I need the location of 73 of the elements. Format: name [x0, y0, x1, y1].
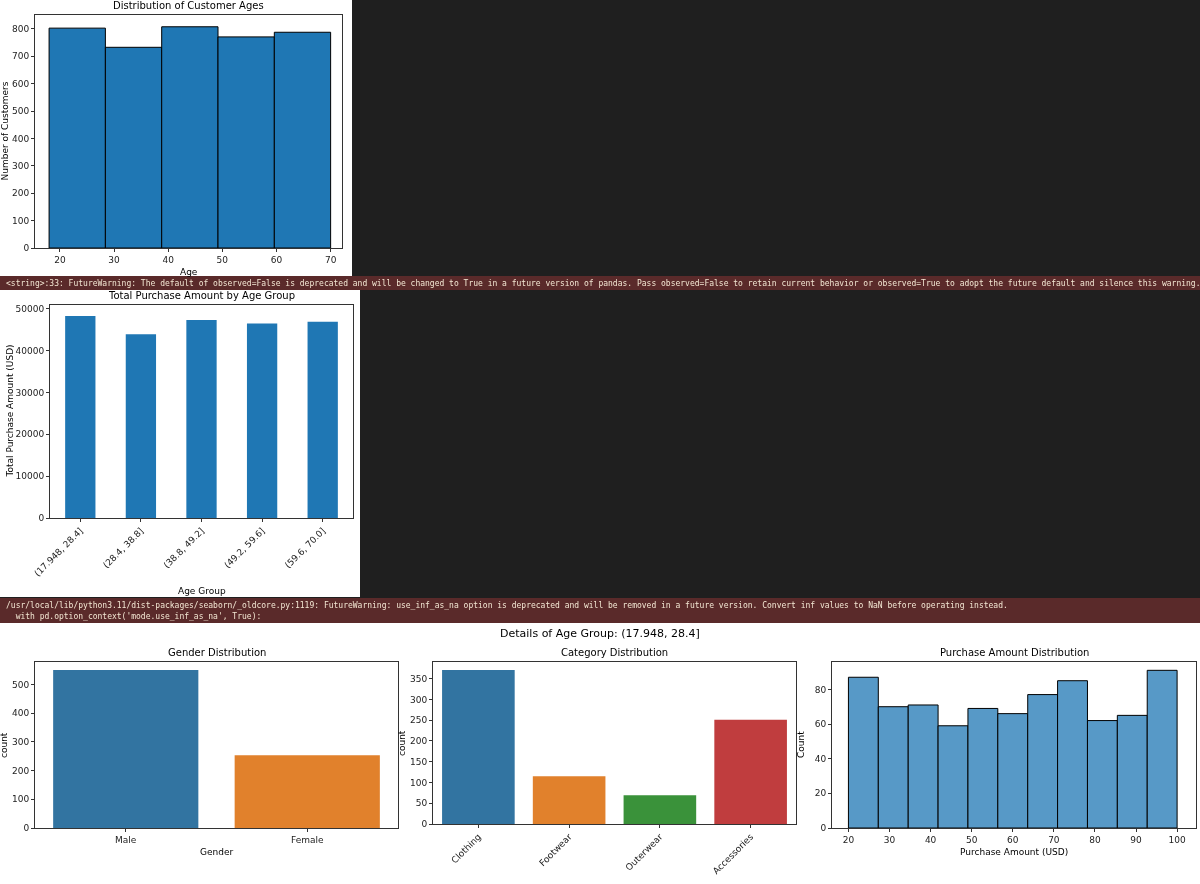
- y-tick-label: 60: [814, 719, 827, 730]
- y-tick-label: 300: [410, 694, 428, 705]
- text: Details of Age Group: (17.948, 28.4]: [500, 627, 700, 640]
- y-axis-title: Total Purchase Amount (USD): [4, 344, 15, 478]
- y-tick-label: 200: [12, 765, 30, 776]
- x-tick-label: 40: [162, 254, 175, 265]
- x-tick-label: 60: [1007, 834, 1019, 845]
- y-tick-label: 0: [820, 823, 827, 834]
- x-tick-label: 90: [1130, 834, 1143, 845]
- x-tick-label: 30: [108, 254, 121, 265]
- x-tick-label: 50: [216, 254, 229, 265]
- y-tick-label: 250: [410, 715, 428, 726]
- y-tick-label: 800: [12, 24, 30, 35]
- chart-title: Purchase Amount Distribution: [940, 647, 1090, 658]
- x-tick-label: 100: [1168, 834, 1186, 845]
- x-axis-title: Age Group: [178, 586, 226, 596]
- x-tick-label: 40: [924, 834, 937, 845]
- chart-title: Distribution of Customer Ages: [113, 0, 264, 11]
- bar: [442, 669, 515, 824]
- x-tick-label: 20: [842, 834, 855, 845]
- y-axis-title: Number of Customers: [0, 81, 10, 181]
- y-tick-label: 200: [12, 188, 30, 199]
- y-tick-label: 350: [410, 673, 428, 684]
- x-axis-title: Age: [180, 267, 198, 277]
- text: /usr/local/lib/python3.11/dist-packages/seaborn/_oldcore.py:1119: FutureWarning: use_inf_as_na option is deprecated and will be removed in a future version. Convert inf values to NaN before operating instead.: [6, 601, 1008, 610]
- y-tick-label: 30000: [15, 387, 45, 398]
- y-tick-label: 20000: [15, 429, 45, 440]
- y-tick-label: 300: [12, 736, 30, 747]
- bar: [623, 795, 697, 824]
- x-axis-title: Purchase Amount (USD): [960, 847, 1069, 857]
- x-axis-title: Gender: [200, 847, 234, 857]
- x-tick-label: 70: [324, 254, 337, 265]
- x-tick-label: 70: [1048, 834, 1060, 845]
- y-tick-label: 80: [814, 684, 827, 695]
- x-tick-label: 20: [54, 254, 66, 265]
- y-tick-label: 10000: [15, 471, 45, 482]
- y-tick-label: 500: [12, 679, 30, 690]
- chart-title: Gender Distribution: [168, 647, 267, 658]
- y-tick-label: 50: [415, 798, 428, 809]
- bar: [532, 776, 606, 824]
- y-tick-label: 50000: [15, 303, 45, 314]
- x-tick-label: 80: [1089, 834, 1101, 845]
- chart-title: Category Distribution: [561, 647, 669, 658]
- y-tick-label: 700: [12, 51, 30, 62]
- y-tick-label: 400: [12, 708, 30, 719]
- y-axis-title: count: [397, 730, 407, 756]
- y-tick-label: 0: [38, 513, 45, 524]
- y-tick-label: 20: [814, 788, 827, 799]
- y-tick-label: 300: [12, 161, 30, 172]
- y-axis-title: count: [0, 732, 9, 758]
- text: <string>:33: FutureWarning: The default of observed=False is deprecated and will be changed to True in a future version of pandas. Pass observed=False to retain current behavior or observed=True to adopt the future default and silence this warning.: [6, 279, 1200, 288]
- y-tick-label: 100: [12, 794, 30, 805]
- y-tick-label: 600: [12, 78, 30, 89]
- y-tick-label: 500: [12, 106, 30, 117]
- y-tick-label: 150: [410, 756, 428, 767]
- y-tick-label: 0: [23, 243, 30, 254]
- x-tick-label: 60: [270, 254, 283, 265]
- x-tick-label: 30: [883, 834, 896, 845]
- y-tick-label: 0: [23, 823, 30, 834]
- y-tick-label: 40: [814, 753, 827, 764]
- y-tick-label: 100: [12, 215, 30, 226]
- chart-title: Total Purchase Amount by Age Group: [108, 290, 296, 301]
- y-tick-label: 0: [421, 819, 428, 830]
- y-tick-label: 100: [410, 777, 428, 788]
- text: with pd.option_context('mode.use_inf_as_na', True):: [6, 612, 262, 621]
- y-tick-label: 40000: [15, 345, 45, 356]
- y-tick-label: 400: [12, 133, 30, 144]
- y-axis-title: Count: [796, 730, 806, 758]
- x-tick-label: Male: [115, 834, 137, 845]
- bar: [714, 719, 787, 824]
- x-tick-label: 50: [965, 834, 978, 845]
- x-tick-label: Female: [290, 834, 324, 845]
- y-tick-label: 200: [410, 736, 428, 747]
